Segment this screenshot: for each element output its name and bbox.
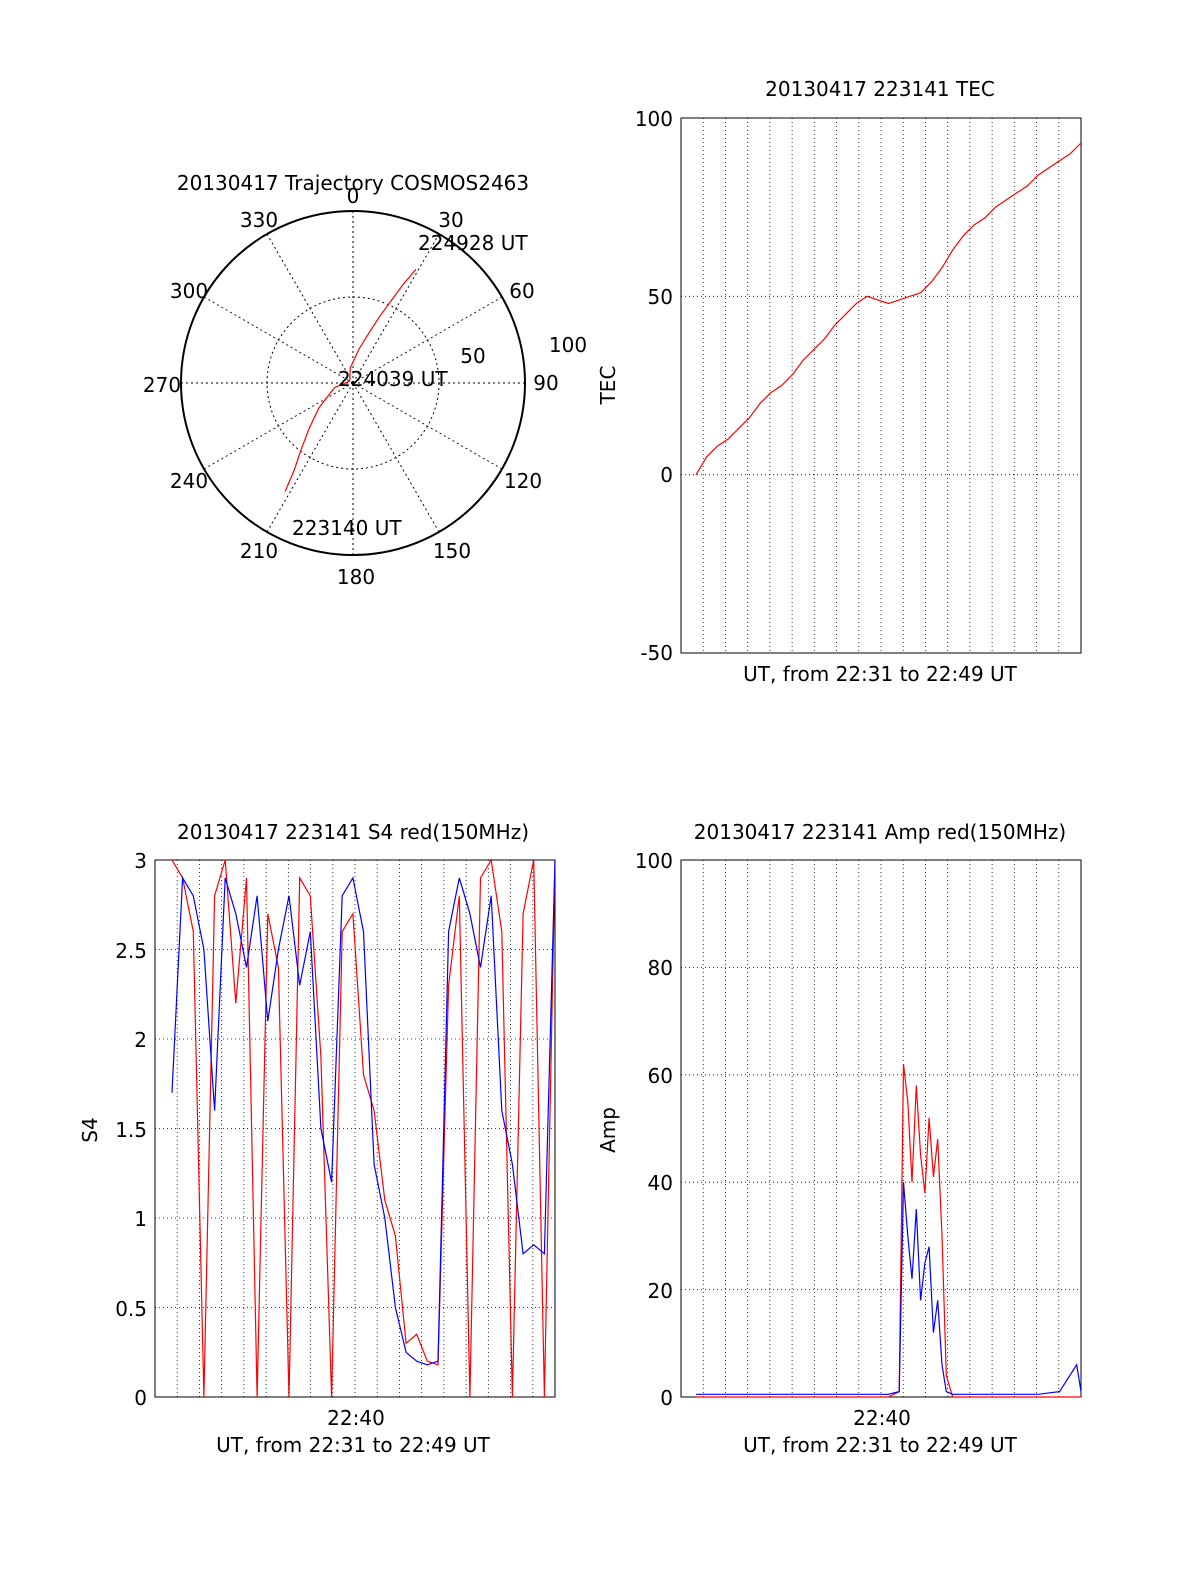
theta-label: 0 xyxy=(347,184,360,208)
amp-y-label: Amp xyxy=(596,1107,620,1153)
tec-y-tick-label: 50 xyxy=(648,285,673,309)
s4-y-tick-label: 1.5 xyxy=(115,1118,147,1142)
s4-y-label: S4 xyxy=(78,1117,102,1142)
polar-spokes xyxy=(181,211,525,555)
theta-label: 60 xyxy=(509,279,534,303)
tec-y-tick-label: 0 xyxy=(660,463,673,487)
polar-spoke xyxy=(352,233,440,384)
amp-series-red xyxy=(696,1064,1081,1398)
theta-label: 150 xyxy=(433,539,471,563)
amp-y-tick-label: 100 xyxy=(635,849,673,873)
theta-label: 120 xyxy=(504,469,542,493)
annotation-peak-time: 224039 UT xyxy=(338,367,448,391)
amp-y-tick-label: 20 xyxy=(648,1279,673,1303)
polar-spoke xyxy=(266,382,354,533)
tec-panel: 20130417 223141 TEC 100 50 0 -50 TEC UT,… xyxy=(596,77,1082,686)
amp-x-label: UT, from 22:31 to 22:49 UT xyxy=(743,1433,1018,1457)
annotation-end-time: 224928 UT xyxy=(418,231,528,255)
radial-tick-label: 100 xyxy=(549,333,587,357)
s4-y-tick-label: 2.5 xyxy=(115,939,147,963)
theta-label: 300 xyxy=(170,279,208,303)
polar-panel: 20130417 Trajectory COSMOS2463 0 30 60 9… xyxy=(143,171,587,589)
theta-label: 330 xyxy=(240,208,278,232)
s4-y-tick-label: 0.5 xyxy=(115,1297,147,1321)
polar-spoke xyxy=(352,382,503,470)
s4-y-tick-label: 3 xyxy=(134,849,147,873)
amp-panel: 20130417 223141 Amp red(150MHz) 100 80 6… xyxy=(596,820,1082,1457)
polar-spoke xyxy=(203,382,354,470)
polar-spoke xyxy=(203,296,354,384)
s4-y-tick-label: 1 xyxy=(134,1207,147,1231)
theta-label: 240 xyxy=(170,469,208,493)
tec-y-tick-label: 100 xyxy=(635,107,673,131)
polar-spoke xyxy=(352,296,503,384)
annotation-start-time: 223140 UT xyxy=(292,516,402,540)
tec-grid xyxy=(681,118,1081,653)
tec-title: 20130417 223141 TEC xyxy=(765,77,995,101)
tec-x-label: UT, from 22:31 to 22:49 UT xyxy=(743,662,1018,686)
radial-tick-label: 50 xyxy=(460,344,485,368)
s4-panel: 20130417 223141 S4 red(150MHz) 3 2.5 2 1… xyxy=(78,820,556,1457)
amp-y-tick-label: 0 xyxy=(660,1386,673,1410)
amp-grid xyxy=(681,860,1081,1397)
amp-y-tick-label: 80 xyxy=(648,956,673,980)
tec-y-tick-label: -50 xyxy=(640,641,673,665)
tec-series-line xyxy=(695,142,1082,476)
polar-theta-labels: 0 30 60 90 120 150 180 210 240 270 300 3… xyxy=(143,184,559,589)
amp-title: 20130417 223141 Amp red(150MHz) xyxy=(694,820,1066,844)
polar-title: 20130417 Trajectory COSMOS2463 xyxy=(177,171,529,195)
amp-series-blue xyxy=(696,1182,1082,1395)
tec-y-label: TEC xyxy=(596,366,620,406)
theta-label: 210 xyxy=(240,539,278,563)
theta-label: 180 xyxy=(337,565,375,589)
s4-series-red xyxy=(171,858,556,1398)
s4-x-label: UT, from 22:31 to 22:49 UT xyxy=(216,1433,491,1457)
amp-y-tick-label: 60 xyxy=(648,1064,673,1088)
theta-label: 90 xyxy=(533,371,558,395)
polar-spoke xyxy=(266,233,354,384)
s4-y-tick-label: 0 xyxy=(134,1386,147,1410)
amp-x-tick-label: 22:40 xyxy=(853,1406,911,1430)
theta-label: 270 xyxy=(143,373,181,397)
polar-spoke xyxy=(352,382,440,533)
s4-x-tick-label: 22:40 xyxy=(327,1406,385,1430)
s4-title: 20130417 223141 S4 red(150MHz) xyxy=(177,820,529,844)
theta-label: 30 xyxy=(438,208,463,232)
s4-series-blue xyxy=(171,859,556,1366)
s4-y-tick-label: 2 xyxy=(134,1028,147,1052)
amp-y-tick-label: 40 xyxy=(648,1171,673,1195)
trajectory-line xyxy=(284,268,417,492)
